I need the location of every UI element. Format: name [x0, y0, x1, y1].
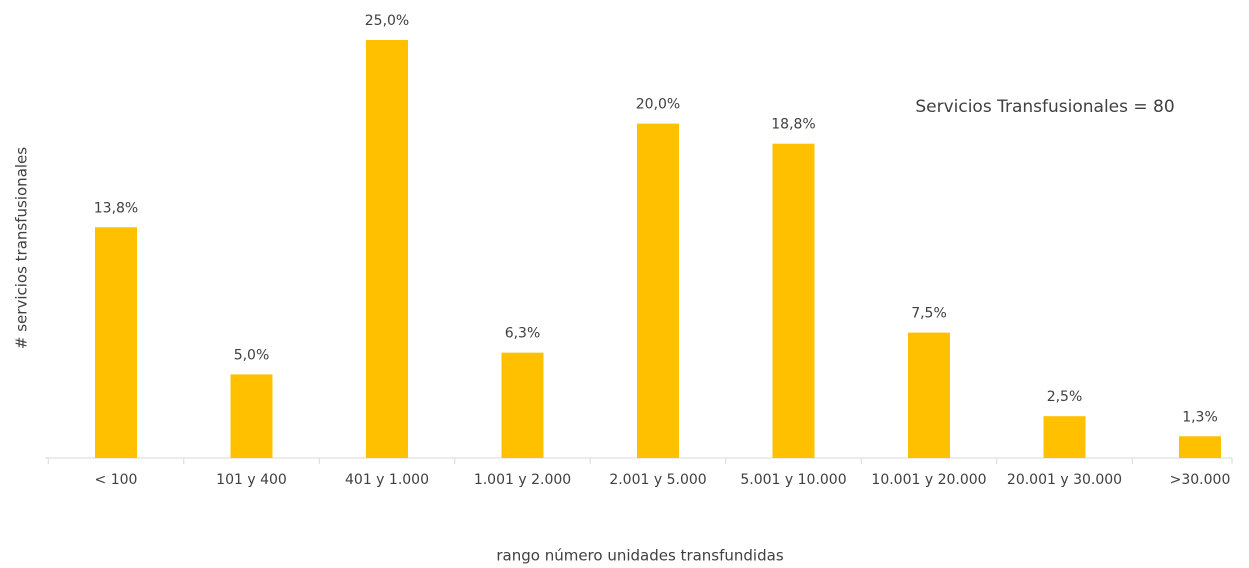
bar: [772, 143, 815, 458]
data-label: 18,8%: [771, 117, 815, 133]
data-label: 25,0%: [365, 13, 409, 29]
x-tick-label: 1.001 y 2.000: [474, 472, 571, 488]
x-tick-label: 401 y 1.000: [345, 472, 429, 488]
x-tick-label: 20.001 y 30.000: [1007, 472, 1122, 488]
bar: [637, 123, 679, 458]
data-label: 5,0%: [234, 347, 270, 363]
bar: [366, 40, 408, 458]
data-label: 1,3%: [1182, 409, 1218, 425]
bar: [501, 352, 544, 458]
annotation: Servicios Transfusionales = 80: [915, 97, 1174, 117]
x-tick-label: 2.001 y 5.000: [609, 472, 706, 488]
x-tick-label: 10.001 y 20.000: [871, 472, 986, 488]
bar: [1179, 436, 1221, 458]
x-axis-label: rango número unidades transfundidas: [496, 547, 783, 565]
data-label: 13,8%: [94, 200, 138, 216]
x-tick-label: >30.000: [1170, 472, 1231, 488]
x-tick-label: 101 y 400: [216, 472, 287, 488]
data-label: 2,5%: [1047, 389, 1083, 405]
bar: [230, 374, 273, 458]
bar: [908, 332, 950, 458]
data-label: 7,5%: [911, 306, 947, 322]
y-axis-label: # servicios transfusionales: [13, 147, 31, 349]
bar: [1043, 416, 1086, 458]
data-label: 6,3%: [505, 326, 541, 342]
x-tick-label: < 100: [95, 472, 138, 488]
bar: [95, 227, 137, 458]
x-tick-label: 5.001 y 10.000: [740, 472, 846, 488]
data-label: 20,0%: [636, 97, 680, 113]
